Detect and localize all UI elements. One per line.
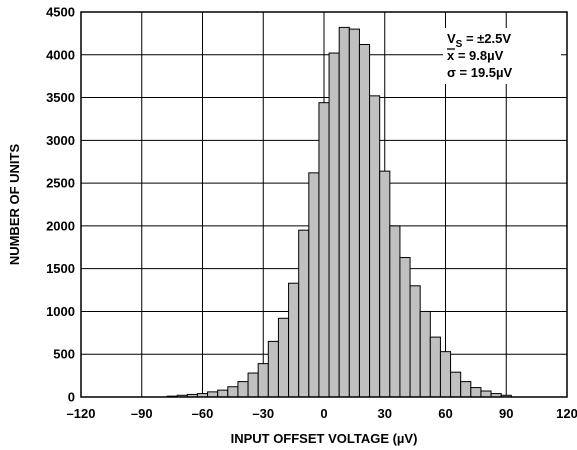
y-tick-label: 2000	[46, 218, 75, 233]
annotation-box	[443, 28, 561, 84]
histogram-bar	[379, 170, 391, 398]
histogram-bar	[277, 317, 290, 398]
histogram-bar	[348, 28, 360, 398]
annotation-mean: x = 9.8µV	[447, 48, 504, 63]
y-tick-label: 1500	[46, 261, 75, 276]
histogram-bar	[450, 371, 462, 398]
y-tick-label: 3500	[46, 90, 75, 105]
histogram-bar	[298, 229, 310, 398]
histogram-bar	[288, 282, 300, 398]
annotation-supply-voltage: VS = ±2.5V	[447, 31, 511, 50]
y-axis-tick-labels: 0 500 1000 1500 2000 2500 3000 3500 4000 4500	[46, 5, 75, 405]
histogram-bar	[358, 44, 371, 398]
x-tick-label: 120	[556, 406, 577, 421]
histogram-bar	[389, 225, 401, 398]
histogram-bar	[399, 257, 411, 398]
histogram-bar	[318, 102, 330, 398]
x-tick-label: –60	[192, 406, 214, 421]
y-axis-title: NUMBER OF UNITS	[7, 144, 22, 266]
x-tick-label: –30	[252, 406, 274, 421]
histogram-bar	[409, 285, 421, 398]
histogram-bar	[217, 389, 229, 398]
histogram-bar	[227, 386, 239, 398]
histogram-bar	[439, 351, 452, 398]
histogram-bar	[328, 52, 340, 398]
y-tick-label: 1000	[46, 304, 75, 319]
histogram-bar	[480, 390, 492, 398]
y-tick-label: 0	[68, 390, 75, 405]
histogram-bars	[166, 26, 512, 398]
histogram-bar	[470, 387, 482, 398]
y-tick-label: 3000	[46, 133, 75, 148]
histogram-bar	[338, 26, 350, 398]
plot-frame	[80, 11, 568, 398]
x-tick-label: 60	[438, 406, 452, 421]
histogram-bar	[257, 363, 269, 398]
x-axis-title: INPUT OFFSET VOLTAGE (µV)	[231, 431, 418, 446]
x-tick-label: 0	[320, 406, 327, 421]
histogram-bar	[237, 381, 249, 398]
histogram-bar	[308, 172, 320, 398]
y-tick-label: 2500	[46, 176, 75, 191]
histogram-bar	[419, 310, 431, 398]
x-tick-label: –90	[131, 406, 153, 421]
y-tick-label: 4500	[46, 5, 75, 20]
x-tick-label: –120	[67, 406, 96, 421]
histogram-bar	[207, 391, 219, 398]
histogram-bar	[267, 340, 279, 398]
y-tick-label: 4000	[46, 47, 75, 62]
x-axis-tick-labels: –120 –90 –60 –30 0 30 60 90 120	[67, 406, 577, 421]
histogram-bar	[460, 381, 472, 398]
x-tick-label: 30	[378, 406, 392, 421]
y-tick-label: 500	[53, 347, 75, 362]
histogram-bar	[247, 372, 259, 398]
histogram-bar	[429, 336, 441, 398]
annotation-sigma: σ = 19.5µV	[447, 65, 513, 80]
x-tick-label: 90	[499, 406, 513, 421]
histogram-bar	[369, 95, 381, 398]
